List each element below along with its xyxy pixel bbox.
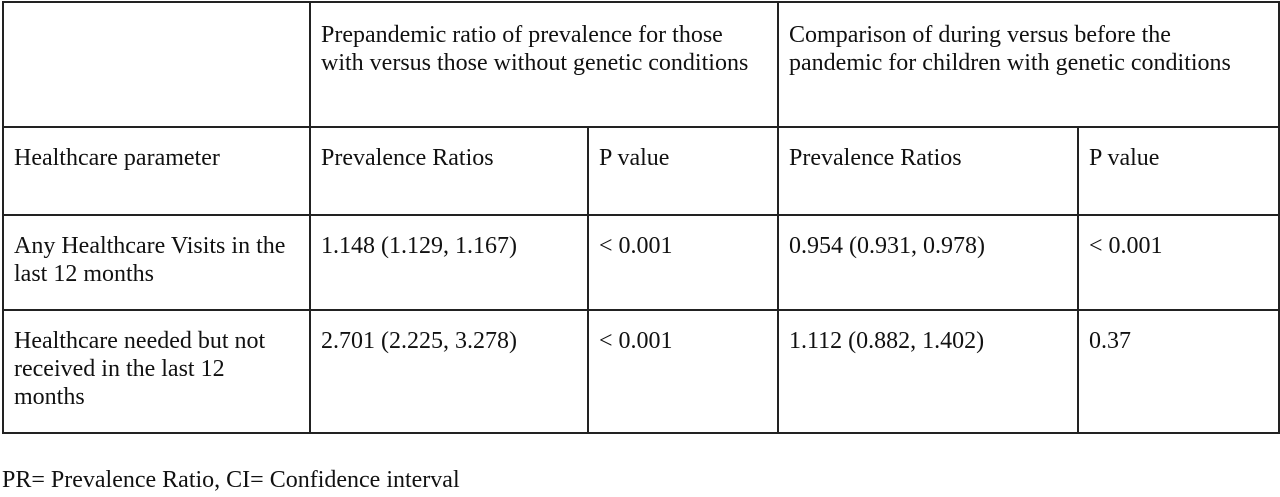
- results-table: Prepandemic ratio of prevalence for thos…: [2, 1, 1280, 434]
- comparison-pr-cell: 1.112 (0.882, 1.402): [777, 309, 1080, 434]
- comparison-pr-column-header: Prevalence Ratios: [777, 126, 1080, 216]
- parameter-cell: Healthcare needed but not received in th…: [2, 309, 311, 434]
- prepandemic-group-header: Prepandemic ratio of prevalence for thos…: [308, 1, 780, 128]
- prepandemic-p-cell: < 0.001: [586, 309, 780, 434]
- prepandemic-p-cell: < 0.001: [586, 214, 780, 311]
- table-column-header-row: Healthcare parameter Prevalence Ratios P…: [2, 126, 1280, 216]
- table-row: Any Healthcare Visits in the last 12 mon…: [2, 214, 1280, 311]
- table-group-header-row: Prepandemic ratio of prevalence for thos…: [2, 1, 1280, 128]
- comparison-pr-cell: 0.954 (0.931, 0.978): [777, 214, 1080, 311]
- comparison-p-cell: < 0.001: [1077, 214, 1280, 311]
- prepandemic-p-column-header: P value: [586, 126, 780, 216]
- prepandemic-pr-column-header: Prevalence Ratios: [309, 126, 589, 216]
- parameter-column-header: Healthcare parameter: [2, 126, 311, 216]
- comparison-p-cell: 0.37: [1077, 309, 1280, 434]
- table-row: Healthcare needed but not received in th…: [2, 309, 1280, 434]
- parameter-cell: Any Healthcare Visits in the last 12 mon…: [2, 214, 311, 311]
- table-footnote: PR= Prevalence Ratio, CI= Confidence int…: [2, 467, 460, 493]
- corner-cell: [2, 1, 311, 128]
- comparison-group-header: Comparison of during versus before the p…: [777, 1, 1280, 128]
- comparison-p-column-header: P value: [1077, 126, 1280, 216]
- prepandemic-pr-cell: 1.148 (1.129, 1.167): [309, 214, 589, 311]
- prepandemic-pr-cell: 2.701 (2.225, 3.278): [309, 309, 589, 434]
